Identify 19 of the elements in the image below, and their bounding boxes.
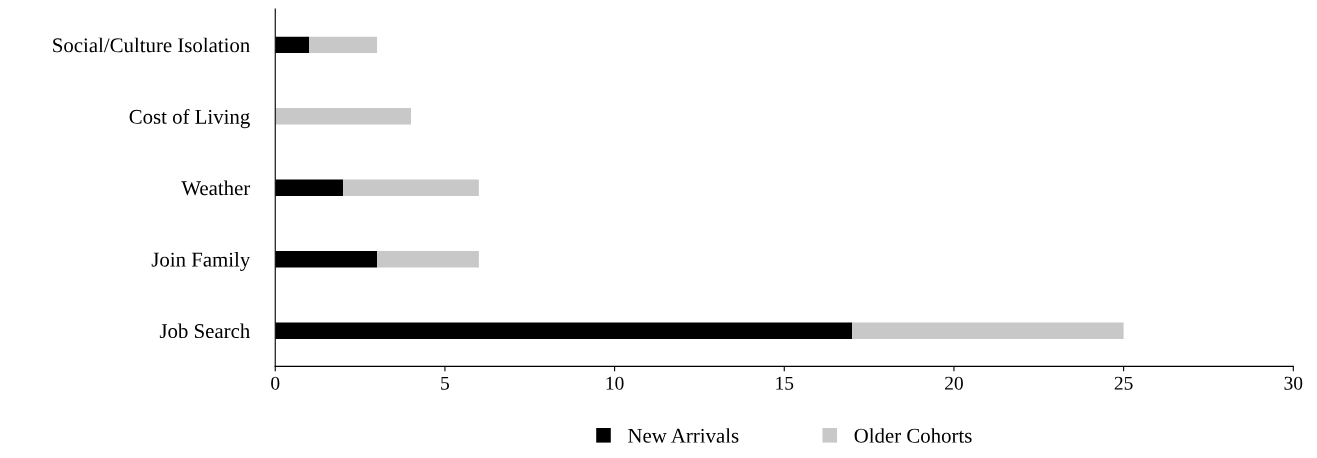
bar: [309, 36, 378, 54]
x-tick-label: 5: [441, 376, 450, 390]
x-tick-label: 25: [1114, 376, 1133, 390]
bar: [377, 251, 479, 268]
bar: [343, 179, 479, 196]
y-tick-label: Cost of Living: [129, 109, 250, 129]
bar: [275, 108, 411, 125]
bar: [852, 322, 1124, 339]
x-tick-label: 30: [1284, 376, 1303, 390]
y-tick-label: Join Family: [151, 252, 251, 271]
x-tick-label: 15: [776, 376, 794, 390]
x-tick-label: 0: [271, 376, 280, 390]
legend-label: New Arrivals: [628, 428, 739, 443]
legend-label: Older Cohorts: [854, 428, 972, 443]
y-tick-label: Job Search: [159, 323, 250, 339]
x-tick-label: 10: [606, 376, 624, 390]
x-tick-label: 20: [945, 376, 963, 390]
y-tick-label: Social/Culture Isolation: [53, 37, 250, 53]
y-tick-label: Weather: [181, 180, 251, 196]
